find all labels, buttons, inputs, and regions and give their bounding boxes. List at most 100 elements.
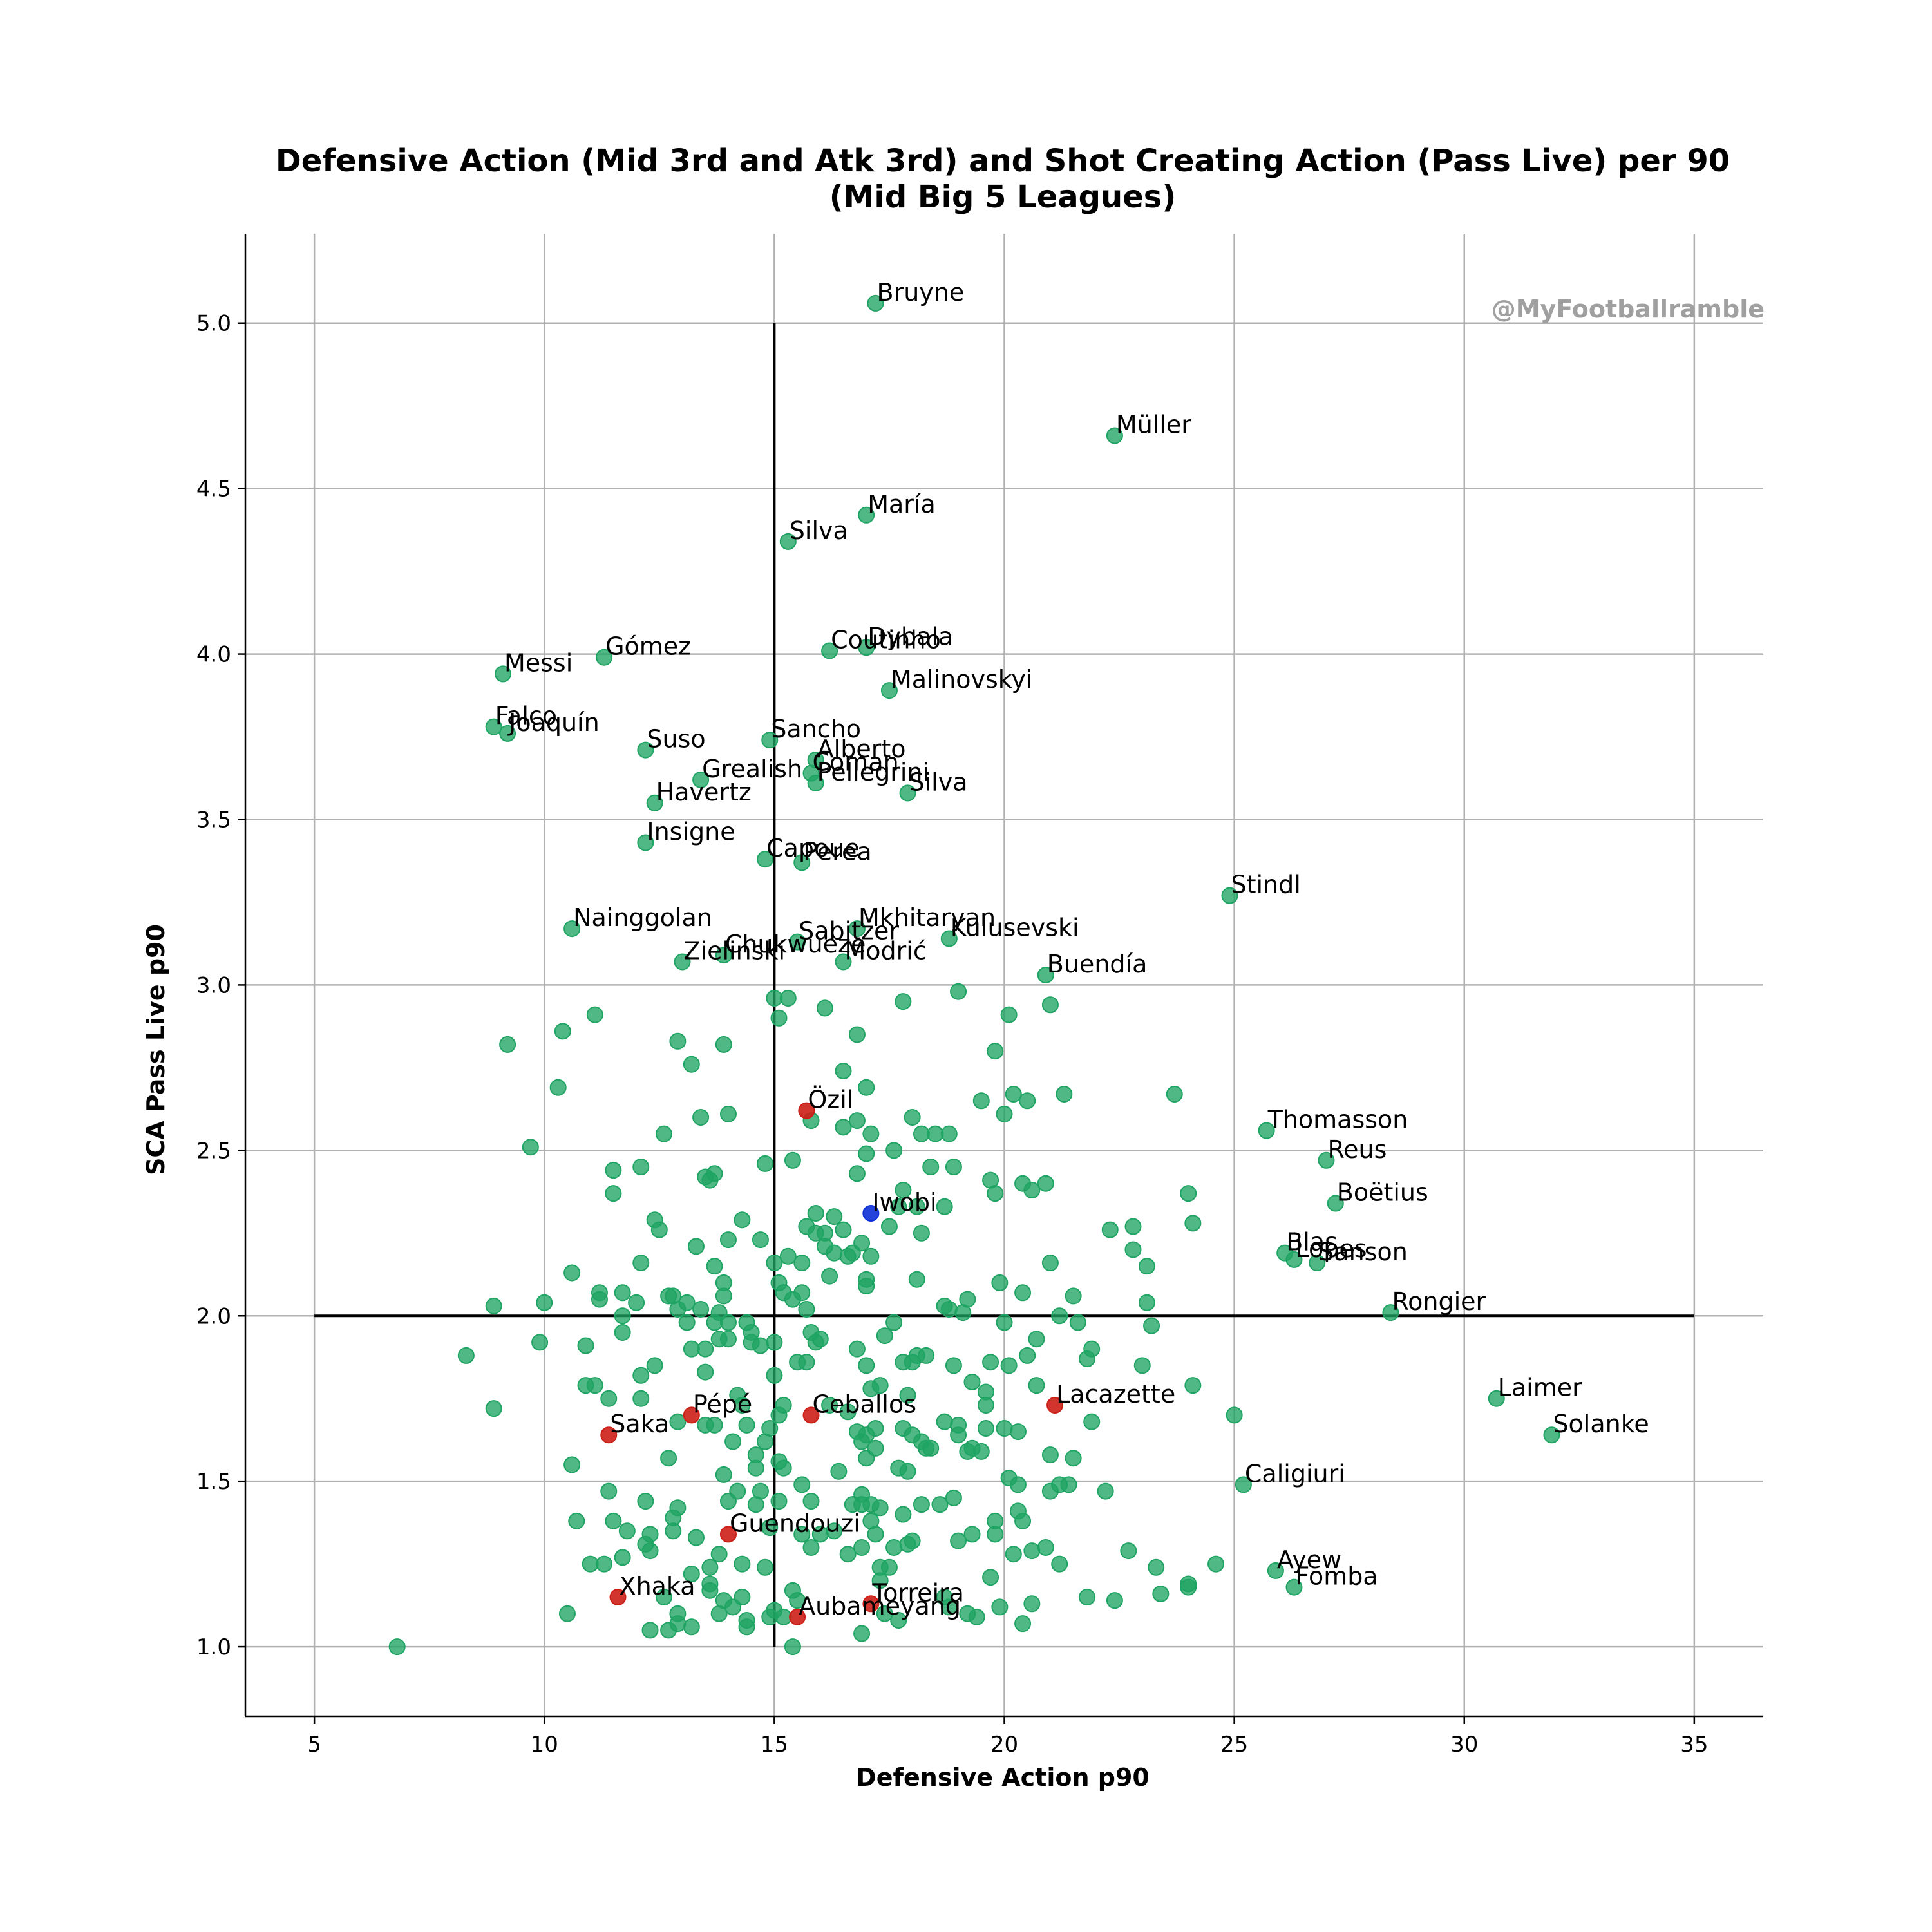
scatter-point	[931, 1496, 949, 1513]
scatter-point	[1208, 1555, 1225, 1573]
scatter-point	[913, 1224, 930, 1242]
scatter-point	[798, 1354, 815, 1371]
scatter-point	[826, 1244, 843, 1262]
scatter-point	[835, 1221, 852, 1238]
scatter-point	[669, 1499, 687, 1517]
scatter-point-labeled	[1285, 1578, 1303, 1596]
scatter-point	[1060, 1476, 1077, 1493]
point-label: Boëtius	[1337, 1179, 1428, 1207]
scatter-point-labeled	[867, 294, 884, 312]
y-tick-label: 2.5	[196, 1138, 231, 1164]
scatter-point	[605, 1512, 622, 1530]
scatter-point	[826, 1522, 843, 1540]
scatter-point	[913, 1496, 930, 1513]
scatter-point	[871, 1377, 889, 1394]
scatter-point	[835, 1119, 852, 1136]
scatter-point-labeled	[637, 834, 654, 851]
point-label: Xhaka	[620, 1572, 696, 1600]
y-tick-label: 4.0	[196, 642, 231, 668]
scatter-point	[1051, 1555, 1068, 1573]
scatter-point-labeled	[485, 718, 502, 735]
scatter-point	[936, 1198, 953, 1215]
scatter-point	[972, 1443, 990, 1460]
scatter-point	[982, 1354, 999, 1371]
scatter-point	[729, 1482, 746, 1500]
scatter-point	[757, 1558, 774, 1576]
point-label: Alberto	[817, 735, 906, 763]
point-label: Caligiuri	[1245, 1459, 1345, 1488]
scatter-point	[683, 1056, 700, 1073]
y-tick-label: 1.0	[196, 1634, 231, 1660]
scatter-point-labeled	[807, 774, 824, 791]
scatter-point	[798, 1300, 815, 1318]
scatter-point-labeled	[596, 649, 613, 666]
scatter-point	[826, 1208, 843, 1226]
scatter-point	[719, 1231, 737, 1249]
scatter-point	[655, 1125, 672, 1142]
point-label: Havertz	[656, 778, 752, 806]
scatter-point	[1005, 1546, 1022, 1563]
scatter-point	[1226, 1406, 1243, 1424]
scatter-point	[858, 1278, 875, 1295]
scatter-point	[388, 1638, 406, 1656]
scatter-point	[1056, 1085, 1073, 1103]
scatter-point	[899, 1463, 916, 1480]
scatter-point-highlight	[862, 1204, 880, 1222]
scatter-point	[1041, 1255, 1059, 1272]
point-label: Sabitzer	[799, 917, 899, 945]
point-label: Sanson	[1318, 1238, 1408, 1266]
scatter-point	[618, 1522, 636, 1540]
point-label: Lacazette	[1056, 1380, 1175, 1408]
point-label: Saka	[610, 1410, 669, 1438]
scatter-point	[669, 1615, 687, 1633]
scatter-point	[706, 1165, 723, 1182]
scatter-point	[1148, 1558, 1165, 1576]
point-label: Blas	[1286, 1228, 1338, 1256]
scatter-point	[706, 1258, 723, 1275]
scatter-point	[977, 1396, 994, 1414]
scatter-point	[605, 1185, 622, 1202]
scatter-point	[853, 1625, 871, 1642]
scatter-point	[770, 1493, 788, 1510]
scatter-point-labeled	[858, 639, 875, 656]
point-label: Müller	[1116, 410, 1191, 439]
scatter-point-labeled	[835, 953, 852, 971]
scatter-point	[996, 1419, 1013, 1437]
scatter-point	[830, 1463, 848, 1480]
scatter-point	[1106, 1592, 1123, 1609]
scatter-point	[982, 1569, 999, 1586]
point-label: Messi	[504, 649, 573, 677]
point-label: Malinovskyi	[891, 665, 1033, 694]
grid-lines	[245, 234, 1763, 1716]
scatter-point	[775, 1459, 792, 1477]
scatter-point	[1097, 1482, 1114, 1500]
scatter-point	[996, 1314, 1013, 1331]
point-label: Nainggolan	[573, 904, 712, 932]
scatter-point	[899, 1387, 916, 1404]
scatter-point	[761, 1419, 779, 1437]
scatter-point	[839, 1403, 857, 1421]
scatter-point	[1083, 1340, 1101, 1358]
scatter-point	[1000, 1357, 1018, 1374]
point-label: María	[867, 490, 936, 518]
scatter-point	[1009, 1423, 1027, 1441]
scatter-point	[641, 1526, 659, 1543]
scatter-point	[922, 1159, 940, 1176]
scatter-point	[1083, 1413, 1101, 1430]
scatter-point-labeled	[646, 794, 663, 811]
scatter-point	[605, 1162, 622, 1179]
scatter-point	[1037, 1175, 1054, 1192]
scatter-point	[977, 1419, 994, 1437]
scatter-point	[485, 1400, 502, 1417]
scatter-point	[614, 1323, 631, 1341]
y-tick-label: 3.0	[196, 972, 231, 998]
scatter-point	[701, 1582, 719, 1599]
y-axis-label: SCA Pass Live p90	[142, 924, 170, 1175]
scatter-point	[862, 1125, 880, 1142]
scatter-point-arsenal	[802, 1406, 820, 1424]
scatter-point	[904, 1532, 921, 1549]
scatter-point	[848, 1165, 866, 1182]
axes: 5 10 15 20 25 30 35 1.0 1.5 2.0 2.5 3.0 3.5 4.0 4.5 5.0	[196, 234, 1763, 1757]
